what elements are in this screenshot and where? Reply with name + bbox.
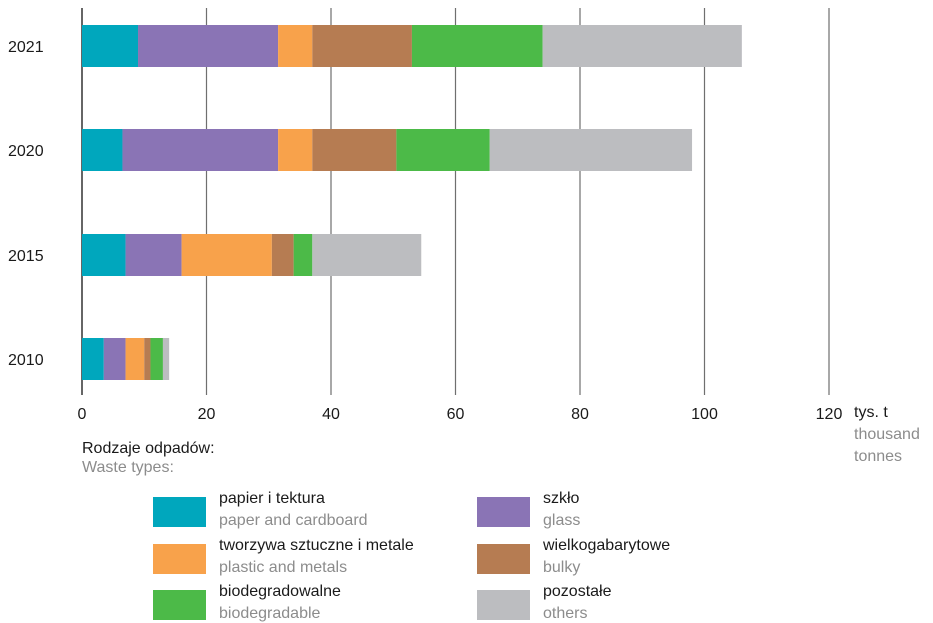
legend-label: biodegradowalne	[219, 583, 341, 600]
bar-segment	[312, 234, 422, 276]
legend-label: papier i tektura	[219, 490, 325, 507]
bar-segment	[312, 25, 412, 67]
x-tick-label: 60	[447, 406, 465, 423]
x-axis-labels: 0 20 40 60 80 100 120	[78, 406, 843, 423]
bar-segment	[278, 25, 313, 67]
bar-segment	[82, 25, 139, 67]
y-tick-label: 2021	[8, 39, 44, 56]
legend-heading-en: Waste types:	[82, 459, 174, 476]
bar-segment	[125, 338, 145, 380]
x-tick-label: 80	[571, 406, 589, 423]
y-tick-label: 2010	[8, 352, 44, 369]
legend-label-en: paper and cardboard	[219, 512, 368, 529]
legend-swatch	[477, 544, 530, 574]
legend-label-en: others	[543, 605, 588, 622]
legend-label: wielkogabarytowe	[543, 537, 671, 554]
bar-segment	[150, 338, 163, 380]
bars	[82, 25, 742, 380]
bar-segment	[271, 234, 294, 276]
x-axis-unit-en-1: thousand	[854, 426, 920, 443]
legend-label-en: plastic and metals	[219, 559, 348, 576]
legend-swatch	[477, 497, 530, 527]
gridlines	[81, 8, 830, 395]
x-tick-label: 100	[691, 406, 718, 423]
x-tick-label: 0	[78, 406, 87, 423]
bar-segment	[278, 129, 313, 171]
legend-label: tworzywa sztuczne i metale	[219, 537, 414, 554]
x-axis-unit: tys. t	[854, 404, 888, 421]
y-tick-label: 2015	[8, 248, 44, 265]
bar-segment	[293, 234, 313, 276]
bar-segment	[396, 129, 490, 171]
legend-heading: Rodzaje odpadów:	[82, 440, 215, 457]
legend-swatch	[477, 590, 530, 620]
legend-label-en: biodegradable	[219, 605, 321, 622]
bar-segment	[144, 338, 151, 380]
x-axis-unit-en-2: tonnes	[854, 448, 903, 465]
y-axis-labels: 2021 2020 2015 2010	[8, 39, 44, 369]
bar-segment	[489, 129, 693, 171]
bar-segment	[162, 338, 170, 380]
x-tick-label: 40	[322, 406, 340, 423]
legend-label-en: bulky	[543, 559, 581, 576]
bar-segment	[122, 129, 279, 171]
y-tick-label: 2020	[8, 143, 44, 160]
bar-segment	[181, 234, 272, 276]
x-tick-label: 120	[816, 406, 843, 423]
x-tick-label: 20	[198, 406, 216, 423]
legend-label: szkło	[543, 490, 580, 507]
legend-swatch	[153, 590, 206, 620]
bar-segment	[82, 338, 104, 380]
bar-segment	[542, 25, 742, 67]
bar-segment	[411, 25, 543, 67]
bar-segment	[125, 234, 182, 276]
legend-swatch	[153, 544, 206, 574]
legend-label-en: glass	[543, 512, 581, 529]
bar-segment	[103, 338, 126, 380]
legend-label: pozostałe	[543, 583, 612, 600]
bar-segment	[138, 25, 279, 67]
bar-segment	[82, 129, 123, 171]
bar-segment	[82, 234, 126, 276]
bar-segment	[312, 129, 397, 171]
waste-chart: 2021 2020 2015 2010 0 20 40 60 80 100 120	[8, 8, 843, 423]
legend-swatch	[153, 497, 206, 527]
